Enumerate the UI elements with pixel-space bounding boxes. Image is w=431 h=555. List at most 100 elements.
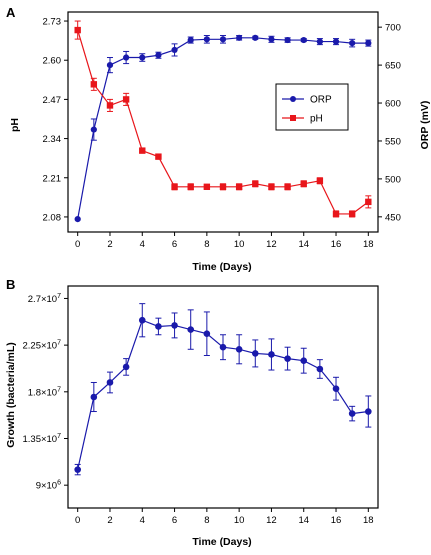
growth-point — [90, 393, 98, 401]
growth-point — [268, 351, 275, 358]
ph-point — [219, 183, 227, 190]
x-tick-label: 4 — [140, 515, 145, 526]
orp-point — [349, 40, 356, 47]
ph-point — [106, 102, 114, 109]
chart-panel-b: B Time (Days) Growth (bacteria/mL) 0 2 4 6 8… — [5, 277, 379, 548]
y-tick-label: 9×106 — [36, 480, 61, 492]
x-tick-label: 18 — [363, 515, 374, 526]
x-tick-label: 12 — [266, 239, 277, 250]
growth-point — [332, 385, 340, 393]
legend-orp-marker — [290, 96, 296, 102]
ph-point — [187, 183, 194, 190]
growth-point — [284, 355, 291, 362]
x-tick-label: 10 — [234, 239, 245, 250]
growth-point — [155, 323, 162, 330]
y-tick-exponent: 7 — [57, 293, 61, 300]
growth-point — [74, 466, 81, 473]
growth-point — [300, 357, 308, 364]
y-tick-label: 2.25×107 — [22, 340, 61, 352]
x-tick-label: 18 — [363, 239, 374, 250]
ph-point — [122, 96, 130, 103]
y-tick-mantissa: 2.7×10 — [28, 294, 57, 305]
orp-point — [203, 36, 210, 43]
orp-point — [74, 216, 81, 223]
orp-point — [123, 54, 130, 61]
y-tick-mantissa: 1.35×10 — [22, 434, 57, 445]
x-tick-label: 8 — [204, 515, 209, 526]
growth-point — [365, 408, 372, 415]
growth-point — [138, 316, 146, 324]
y-tick-exponent: 7 — [57, 433, 61, 440]
growth-point — [316, 365, 324, 373]
panel-a-letter: A — [6, 5, 16, 20]
legend-orp-label: ORP — [310, 95, 332, 106]
y-tick-exponent: 7 — [57, 340, 61, 347]
growth-point — [122, 363, 130, 371]
y-left-tick-label: 2.34 — [43, 134, 62, 145]
panel-b-plot-frame — [67, 285, 379, 509]
ph-point — [300, 180, 307, 187]
legend-ph-label: pH — [310, 114, 323, 125]
x-tick-label: 0 — [75, 239, 80, 250]
y-right-tick-label: 700 — [385, 23, 401, 34]
x-tick-label: 8 — [204, 239, 209, 250]
orp-point — [139, 54, 146, 61]
ph-point — [203, 183, 211, 190]
ph-point — [365, 198, 372, 206]
growth-point — [106, 379, 114, 386]
orp-point — [268, 36, 275, 43]
ph-point — [171, 183, 178, 190]
y-right-tick-label: 500 — [385, 174, 401, 185]
x-tick-label: 16 — [331, 239, 342, 250]
y-right-tick-label: 450 — [385, 212, 401, 223]
y-left-tick-label: 2.47 — [43, 95, 62, 106]
ph-point — [284, 183, 291, 190]
orp-point — [316, 38, 323, 45]
y-left-tick-label: 2.60 — [43, 56, 62, 67]
orp-point — [106, 62, 114, 69]
x-tick-label: 6 — [172, 239, 177, 250]
panel-a-plot-frame — [67, 11, 379, 233]
panel-a-legend: ORP pH — [275, 83, 349, 131]
y-tick-label: 2.7×107 — [28, 293, 61, 305]
ph-point — [235, 183, 243, 190]
x-tick-label: 12 — [266, 515, 277, 526]
orp-point — [90, 126, 97, 133]
y-tick-exponent: 6 — [57, 480, 61, 487]
growth-point — [171, 322, 178, 329]
x-tick-label: 4 — [140, 239, 145, 250]
orp-point — [332, 38, 340, 45]
x-tick-label: 0 — [75, 515, 80, 526]
ph-point — [268, 183, 275, 190]
orp-point — [219, 36, 227, 43]
y-tick-mantissa: 9×10 — [36, 481, 57, 492]
ph-point — [74, 26, 81, 34]
ph-point — [155, 153, 162, 160]
y-tick-mantissa: 1.8×10 — [28, 387, 57, 398]
orp-point — [300, 36, 307, 44]
growth-point — [219, 343, 227, 351]
y-tick-label: 1.35×107 — [22, 433, 61, 445]
orp-point — [155, 52, 162, 59]
y-left-tick-label: 2.08 — [43, 212, 62, 223]
growth-point — [348, 410, 356, 417]
y-tick-label: 1.8×107 — [28, 386, 61, 398]
y-right-tick-label: 600 — [385, 99, 401, 110]
y-tick-mantissa: 2.25×10 — [22, 341, 57, 352]
x-tick-label: 6 — [172, 515, 177, 526]
orp-point — [187, 36, 194, 44]
y-right-tick-label: 550 — [385, 136, 401, 147]
growth-point — [251, 350, 259, 357]
panel-a-right-axis-title: ORP (mV) — [419, 101, 431, 150]
ph-point — [139, 147, 146, 154]
ph-point — [332, 210, 340, 218]
y-right-tick-label: 650 — [385, 61, 401, 72]
ph-point — [348, 210, 356, 218]
panel-b-y-axis-title: Growth (bacteria/mL) — [5, 342, 17, 448]
y-left-tick-label: 2.73 — [43, 17, 62, 28]
ph-point — [90, 81, 98, 88]
growth-point — [235, 345, 243, 353]
ph-point — [316, 177, 324, 184]
orp-point — [236, 34, 243, 41]
